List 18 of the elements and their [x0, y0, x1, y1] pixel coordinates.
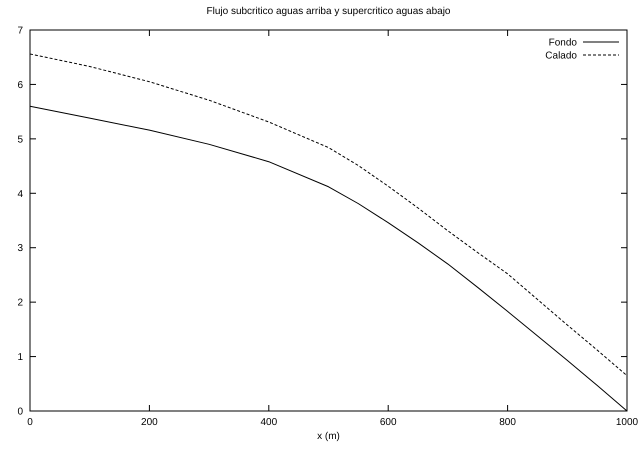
y-tick-label: 0 [17, 406, 24, 418]
x-tick-label: 0 [27, 417, 34, 428]
y-tick-label: 5 [17, 134, 24, 146]
x-tick-label: 600 [380, 417, 397, 428]
y-tick-label: 4 [17, 188, 24, 200]
x-tick-label: 1000 [616, 417, 639, 428]
legend-label: Fondo [548, 38, 578, 48]
x-axis-title: x (m) [317, 431, 340, 442]
y-tick-label: 1 [17, 352, 24, 364]
x-tick-label: 200 [141, 417, 158, 428]
y-tick-label: 3 [17, 243, 24, 254]
x-tick-label: 400 [260, 417, 278, 428]
y-tick-label: 7 [17, 26, 24, 36]
legend-label: Calado [545, 50, 578, 62]
x-tick-label: 800 [499, 417, 516, 428]
y-tick-label: 6 [17, 80, 24, 91]
y-tick-label: 2 [17, 298, 24, 309]
chart-title: Flujo subcritico aguas arriba y supercritico aguas abajo [206, 6, 451, 17]
